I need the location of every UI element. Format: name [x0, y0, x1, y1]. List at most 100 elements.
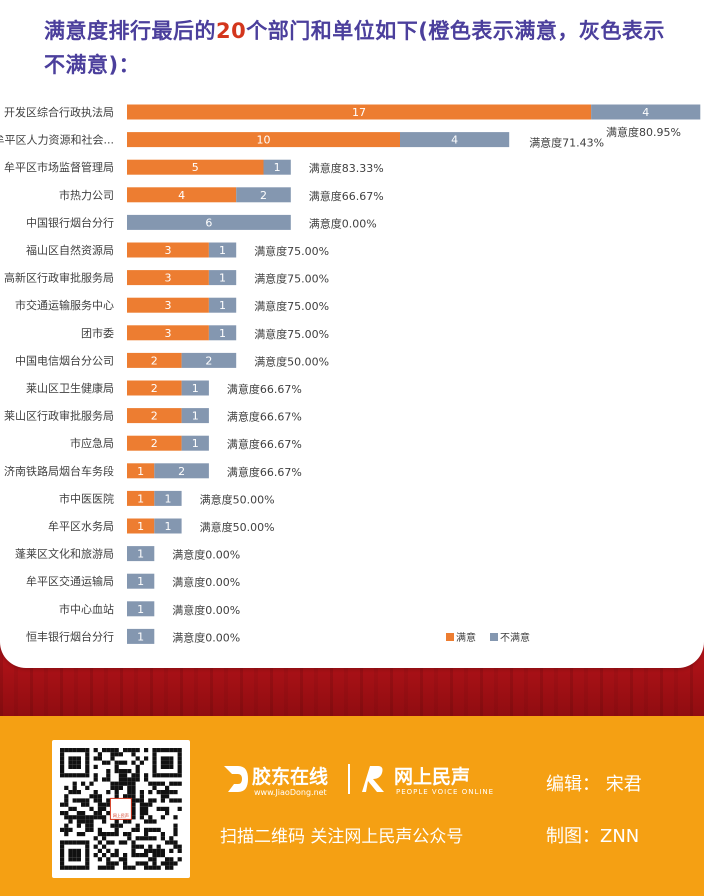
data-label-satisfied: 2 [151, 382, 158, 395]
title-part2: 个部门和单位如下(橙色表示满意，灰色表示不满意)： [44, 19, 665, 77]
bar-satisfied [127, 270, 209, 286]
data-label-unsatisfied: 1 [192, 382, 199, 395]
satisfaction-annotation: 满意度71.43% [529, 136, 604, 150]
data-label-unsatisfied: 1 [164, 492, 171, 505]
bar-unsatisfied [127, 601, 155, 617]
category-label: 蓬莱区文化和旅游局 [15, 547, 114, 561]
legend-label-satisfied: 满意 [456, 631, 476, 644]
bar-unsatisfied [127, 214, 291, 230]
category-label: 市应急局 [70, 436, 114, 450]
data-label-unsatisfied: 1 [137, 603, 144, 616]
data-label-unsatisfied: 1 [219, 244, 226, 257]
satisfaction-annotation: 满意度75.00% [254, 272, 329, 286]
satisfaction-annotation: 满意度75.00% [254, 327, 329, 341]
data-label-unsatisfied: 1 [137, 548, 144, 561]
scan-qr-instruction: 扫描二维码 关注网上民声公众号 [220, 827, 464, 847]
legend-swatch-satisfied [446, 633, 454, 641]
satisfaction-annotation: 满意度50.00% [200, 520, 275, 534]
bar-unsatisfied [591, 104, 701, 120]
category-label: 福山区自然资源局 [26, 243, 114, 257]
bar-satisfied [127, 325, 209, 341]
satisfaction-annotation: 满意度0.00% [172, 630, 240, 644]
data-label-unsatisfied: 1 [192, 410, 199, 423]
qr-center-logo [109, 797, 132, 820]
category-label: 团市委 [81, 326, 114, 340]
data-label-unsatisfied: 1 [164, 520, 171, 533]
bar-unsatisfied [127, 628, 155, 644]
legend-label-unsatisfied: 不满意 [500, 631, 530, 644]
bar-unsatisfied [154, 490, 182, 506]
satisfaction-annotation: 满意度66.67% [309, 189, 384, 203]
category-label: 市中心血站 [59, 602, 114, 616]
title-part1: 满意度排行最后的 [44, 19, 216, 43]
data-label-satisfied: 3 [164, 244, 171, 257]
category-label: 牟平区人力资源和社会... [0, 133, 114, 147]
data-label-unsatisfied: 2 [178, 465, 185, 478]
data-label-unsatisfied: 1 [137, 575, 144, 588]
bar-satisfied [127, 435, 182, 451]
legend-swatch-unsatisfied [490, 633, 498, 641]
category-label: 市交通运输服务中心 [15, 298, 114, 312]
data-label-satisfied: 3 [164, 272, 171, 285]
data-label-satisfied: 3 [164, 299, 171, 312]
category-label: 市热力公司 [59, 188, 114, 202]
jiaodong-logo: 胶东在线 www.JiaoDong.net [220, 760, 350, 802]
category-label: 恒丰银行烟台分行 [26, 629, 114, 643]
satisfaction-annotation: 满意度66.67% [227, 465, 302, 479]
data-label-satisfied: 2 [151, 437, 158, 450]
satisfaction-annotation: 满意度83.33% [309, 161, 384, 175]
category-label: 牟平区市场监督管理局 [4, 160, 114, 174]
logo-divider [348, 764, 350, 794]
category-label: 市中医医院 [59, 491, 114, 505]
data-label-unsatisfied: 1 [219, 272, 226, 285]
editor-credit: 编辑： 宋君 [546, 774, 642, 795]
data-label-satisfied: 1 [137, 492, 144, 505]
jiaodong-logo-icon [224, 766, 248, 792]
data-label-satisfied: 2 [151, 354, 158, 367]
stacked-bar-chart: 开发区综合行政执法局 17 4 满意度80.95% 牟平区人力资源和社会... 10 4 满意… [0, 104, 701, 644]
bar-unsatisfied [181, 408, 209, 424]
data-label-unsatisfied: 4 [642, 106, 649, 119]
bar-unsatisfied [154, 518, 182, 534]
data-label-satisfied: 5 [192, 161, 199, 174]
category-label: 中国银行烟台分行 [26, 215, 114, 229]
bar-unsatisfied [208, 270, 237, 286]
data-label-unsatisfied: 1 [274, 161, 281, 174]
data-label-unsatisfied: 4 [451, 134, 458, 147]
bar-satisfied [127, 187, 237, 203]
wangshangminsheng-logo-subtitle: PEOPLE VOICE ONLINE [396, 788, 495, 796]
data-label-satisfied: 10 [257, 134, 271, 147]
chart-maker-credit: 制图：ZNN [546, 826, 640, 847]
bar-satisfied [127, 463, 155, 479]
data-label-unsatisfied: 1 [137, 630, 144, 643]
category-label: 高新区行政审批服务局 [4, 271, 114, 285]
jiaodong-logo-text: 胶东在线 [252, 766, 329, 788]
bar-satisfied [127, 242, 209, 258]
bar-satisfied [127, 132, 400, 148]
satisfaction-annotation: 满意度0.00% [172, 548, 240, 562]
category-label: 中国电信烟台分公司 [15, 353, 114, 367]
wangshangminsheng-logo-icon [362, 766, 384, 792]
bar-satisfied [127, 380, 182, 396]
data-label-satisfied: 1 [137, 520, 144, 533]
data-label-satisfied: 4 [178, 189, 185, 202]
category-label: 开发区综合行政执法局 [4, 105, 114, 119]
bar-unsatisfied [127, 573, 155, 589]
data-label-unsatisfied: 1 [192, 437, 199, 450]
bar-unsatisfied [181, 380, 209, 396]
satisfaction-annotation: 满意度75.00% [254, 299, 329, 313]
data-label-satisfied: 17 [352, 106, 366, 119]
data-label-unsatisfied: 2 [260, 189, 267, 202]
satisfaction-annotation: 满意度0.00% [172, 603, 240, 617]
bar-satisfied [127, 518, 155, 534]
data-label-satisfied: 1 [137, 465, 144, 478]
data-label-satisfied: 2 [151, 410, 158, 423]
jiaodong-logo-url: www.JiaoDong.net [254, 788, 327, 797]
bar-unsatisfied [208, 297, 237, 313]
data-label-unsatisfied: 6 [205, 216, 212, 229]
bar-unsatisfied [263, 159, 291, 175]
data-label-satisfied: 3 [164, 327, 171, 340]
category-label: 牟平区交通运输局 [26, 574, 114, 588]
data-label-unsatisfied: 1 [219, 299, 226, 312]
bar-unsatisfied [208, 325, 237, 341]
